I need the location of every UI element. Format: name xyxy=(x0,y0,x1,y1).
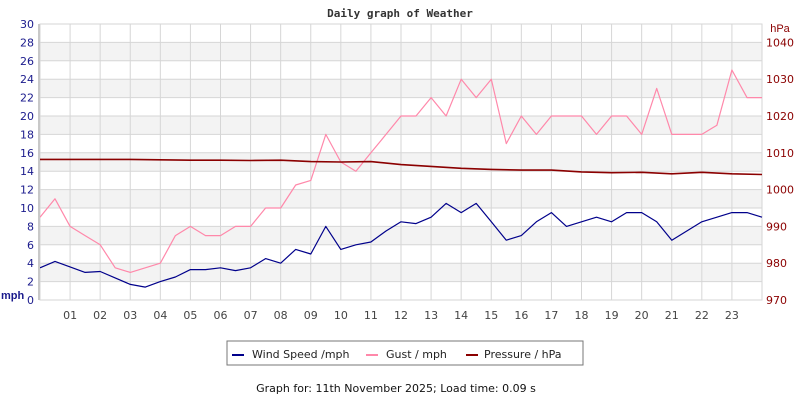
grid xyxy=(39,23,763,301)
legend-swatch-gust xyxy=(366,354,378,356)
x-tick-label: 16 xyxy=(514,309,528,322)
y-tick-label: 26 xyxy=(20,55,34,68)
legend-label-wind: Wind Speed /mph xyxy=(252,348,350,361)
series-line-gust xyxy=(39,69,762,273)
y2-tick-label: 990 xyxy=(766,220,787,233)
x-tick-label: 23 xyxy=(725,309,739,322)
x-tick-label: 03 xyxy=(123,309,137,322)
x-tick-label: 15 xyxy=(484,309,498,322)
x-tick-label: 14 xyxy=(454,309,468,322)
legend-label-gust: Gust / mph xyxy=(386,348,447,361)
x-tick-label: 21 xyxy=(665,309,679,322)
y2-tick-label: 1040 xyxy=(766,36,794,49)
y-tick-label: 4 xyxy=(27,257,34,270)
y-axis-label: mph xyxy=(1,290,25,302)
series-layer xyxy=(39,69,763,288)
y-tick-label: 24 xyxy=(20,73,34,86)
legend: Wind Speed /mph Gust / mph Pressure / hP… xyxy=(226,340,584,366)
x-tick-label: 02 xyxy=(93,309,107,322)
x-tick-label: 08 xyxy=(274,309,288,322)
y2-tick-label: 1030 xyxy=(766,73,794,86)
axes: 0246810121416182022242628309709809901000… xyxy=(20,18,794,322)
x-tick-label: 11 xyxy=(364,309,378,322)
y-tick-label: 6 xyxy=(27,239,34,252)
series-line-wind xyxy=(39,202,763,288)
legend-label-pressure: Pressure / hPa xyxy=(484,348,562,361)
legend-box xyxy=(226,340,584,366)
legend-swatch-wind xyxy=(232,354,244,356)
y2-tick-label: 1000 xyxy=(766,184,794,197)
y2-tick-label: 1010 xyxy=(766,147,794,160)
x-tick-label: 10 xyxy=(334,309,348,322)
y-tick-label: 20 xyxy=(20,110,34,123)
y-tick-label: 18 xyxy=(20,128,34,141)
x-tick-label: 06 xyxy=(214,309,228,322)
y-tick-label: 14 xyxy=(20,165,34,178)
y-tick-label: 8 xyxy=(27,220,34,233)
y2-tick-label: 1020 xyxy=(766,110,794,123)
x-tick-label: 13 xyxy=(424,309,438,322)
y2-tick-label: 970 xyxy=(766,294,787,307)
x-tick-label: 19 xyxy=(605,309,619,322)
y-tick-label: 28 xyxy=(20,36,34,49)
y2-axis-label: hPa xyxy=(770,23,790,35)
y-tick-label: 2 xyxy=(27,276,34,289)
legend-swatch-pressure xyxy=(466,354,478,356)
y-tick-label: 30 xyxy=(20,18,34,31)
x-tick-label: 09 xyxy=(304,309,318,322)
x-tick-label: 01 xyxy=(63,309,77,322)
x-tick-label: 17 xyxy=(544,309,558,322)
x-tick-label: 07 xyxy=(244,309,258,322)
y-tick-label: 12 xyxy=(20,184,34,197)
y-tick-label: 16 xyxy=(20,147,34,160)
series-line-pressure xyxy=(40,158,763,176)
y-tick-label: 0 xyxy=(27,294,34,307)
x-tick-label: 04 xyxy=(153,309,167,322)
x-tick-label: 20 xyxy=(635,309,649,322)
y-tick-label: 22 xyxy=(20,92,34,105)
x-tick-label: 18 xyxy=(575,309,589,322)
x-tick-label: 05 xyxy=(183,309,197,322)
y-tick-label: 10 xyxy=(20,202,34,215)
y2-tick-label: 980 xyxy=(766,257,787,270)
footer-text: Graph for: 11th November 2025; Load time… xyxy=(256,382,536,395)
chart-title: Daily graph of Weather xyxy=(327,7,473,20)
x-tick-label: 22 xyxy=(695,309,709,322)
x-tick-label: 12 xyxy=(394,309,408,322)
